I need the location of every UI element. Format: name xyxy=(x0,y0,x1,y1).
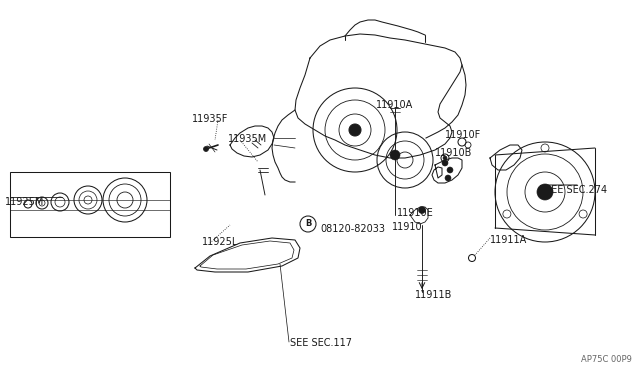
Text: 11910: 11910 xyxy=(392,222,422,232)
Text: AP75C 00P9: AP75C 00P9 xyxy=(581,355,632,364)
Text: SEE SEC.274: SEE SEC.274 xyxy=(545,185,607,195)
Bar xyxy=(10,172,170,237)
Circle shape xyxy=(445,175,451,181)
Circle shape xyxy=(349,124,361,136)
Text: 11910E: 11910E xyxy=(397,208,434,218)
Text: 11910B: 11910B xyxy=(435,148,472,158)
Circle shape xyxy=(443,156,447,160)
Text: 11910F: 11910F xyxy=(445,130,481,140)
Text: 11925M: 11925M xyxy=(5,197,44,207)
Circle shape xyxy=(390,150,400,160)
Text: 11910A: 11910A xyxy=(376,100,413,110)
Text: 11935F: 11935F xyxy=(192,114,228,124)
Circle shape xyxy=(204,147,209,151)
Text: 11935M: 11935M xyxy=(228,134,268,144)
Text: 08120-82033: 08120-82033 xyxy=(320,224,385,234)
Text: 11911B: 11911B xyxy=(415,290,452,300)
Circle shape xyxy=(537,184,553,200)
Text: 11911A: 11911A xyxy=(490,235,527,245)
Text: SEE SEC.117: SEE SEC.117 xyxy=(290,338,352,348)
Text: 11925L: 11925L xyxy=(202,237,238,247)
Text: B: B xyxy=(305,219,311,228)
Circle shape xyxy=(419,206,426,214)
Circle shape xyxy=(447,167,453,173)
Circle shape xyxy=(442,160,448,166)
